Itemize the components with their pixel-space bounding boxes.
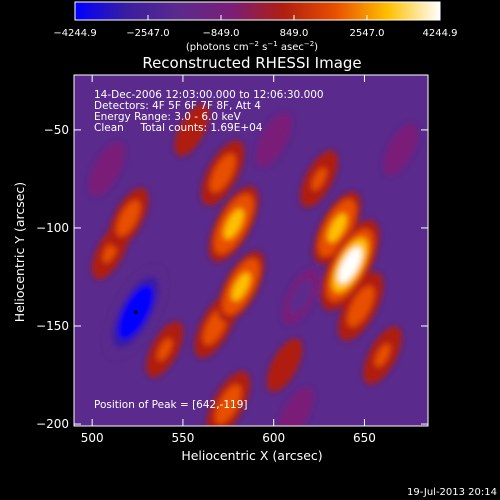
- colorbar-ticks: −4244.9 −2547.0 −849.0 849.0 2547.0 4244.9: [53, 15, 458, 39]
- negative-blob: [383, 123, 419, 176]
- emission-blob: [363, 326, 402, 385]
- emission-blob: [266, 338, 303, 392]
- emission-blob: [108, 188, 149, 249]
- marker-layer: [134, 310, 138, 314]
- y-tick-label: −50: [44, 123, 69, 137]
- x-tick-label: 500: [81, 431, 104, 445]
- emission-blob: [217, 251, 265, 323]
- plot-area: 500 550 600 650 −50 −100 −150 −200: [36, 74, 429, 445]
- negative-blob: [282, 268, 320, 325]
- heatmap-layer: [88, 103, 419, 426]
- x-tick-label: 650: [353, 431, 376, 445]
- y-tick-label: −150: [36, 319, 69, 333]
- colorbar-tick-label: 849.0: [280, 28, 309, 39]
- chart-title: Reconstructed RHESSI Image: [142, 54, 361, 72]
- axis-ticks: 500 550 600 650 −50 −100 −150 −200: [36, 75, 428, 445]
- negative-blob: [277, 387, 314, 426]
- emission-blob: [206, 371, 251, 426]
- timestamp: 19-Jul-2013 20:14: [407, 487, 497, 498]
- colorbar: −4244.9 −2547.0 −849.0 849.0 2547.0 4244.9 (p…: [53, 1, 458, 53]
- info-line: Clean Total counts: 1.69E+04: [94, 122, 263, 134]
- colorbar-gradient: [74, 1, 441, 21]
- info-text: 14-Dec-2006 12:03:00.000 to 12:06:30.000…: [94, 89, 324, 134]
- emission-blob: [209, 186, 259, 262]
- x-tick-label: 550: [171, 431, 194, 445]
- emission-blob: [320, 220, 380, 311]
- colorbar-tick-label: −2547.0: [126, 28, 169, 39]
- y-tick-label: −200: [36, 417, 69, 431]
- colorbar-tick-label: −849.0: [202, 28, 239, 39]
- emission-blob: [338, 272, 384, 341]
- x-axis-label: Heliocentric X (arcsec): [181, 448, 322, 463]
- emission-blob: [146, 321, 184, 378]
- y-axis-label: Heliocentric Y (arcsec): [12, 182, 27, 322]
- colorbar-unit-label: (photons cm−2 s−1 asec−2): [186, 40, 318, 53]
- info-line: Energy Range: 3.0 - 6.0 keV: [94, 111, 242, 123]
- info-line: 14-Dec-2006 12:03:00.000 to 12:06:30.000: [94, 89, 324, 101]
- emission-blob: [174, 103, 210, 156]
- info-line: Detectors: 4F 5F 6F 7F 8F, Att 4: [94, 100, 261, 112]
- colorbar-tick-label: −4244.9: [53, 28, 96, 39]
- colorbar-tick-label: 4244.9: [423, 28, 458, 39]
- negative-blob: [88, 142, 125, 197]
- emission-blob: [313, 191, 361, 264]
- x-tick-label: 600: [262, 431, 285, 445]
- y-tick-label: −100: [36, 221, 69, 235]
- peak-position-label: Position of Peak = [642,-119]: [94, 399, 248, 411]
- plot-frame: [73, 74, 429, 427]
- emission-blob: [201, 140, 245, 206]
- colorbar-tick-label: 2547.0: [350, 28, 385, 39]
- emission-blob: [300, 150, 338, 208]
- negative-blob: [255, 112, 292, 167]
- minimum-marker: [134, 310, 138, 314]
